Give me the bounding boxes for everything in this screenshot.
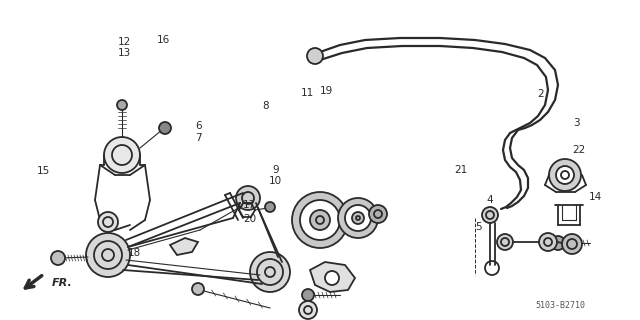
- Polygon shape: [170, 238, 198, 255]
- Text: 10: 10: [269, 176, 282, 186]
- Circle shape: [551, 236, 565, 250]
- Text: 6: 6: [195, 121, 202, 132]
- Circle shape: [265, 202, 275, 212]
- Circle shape: [325, 271, 339, 285]
- Circle shape: [300, 200, 340, 240]
- Circle shape: [497, 234, 513, 250]
- Circle shape: [159, 122, 171, 134]
- Text: 3: 3: [573, 118, 579, 128]
- Circle shape: [345, 205, 371, 231]
- Circle shape: [302, 289, 314, 301]
- Text: 21: 21: [454, 164, 467, 175]
- Text: 19: 19: [320, 86, 333, 96]
- Text: 22: 22: [573, 145, 586, 156]
- Circle shape: [482, 207, 498, 223]
- Text: 14: 14: [589, 192, 602, 202]
- Circle shape: [98, 212, 118, 232]
- Text: 5103-B2710: 5103-B2710: [535, 300, 585, 309]
- Text: 7: 7: [195, 132, 202, 143]
- Circle shape: [549, 159, 581, 191]
- Text: 2: 2: [538, 89, 544, 100]
- Text: FR.: FR.: [52, 278, 73, 288]
- Circle shape: [86, 233, 130, 277]
- Text: 11: 11: [301, 88, 314, 98]
- Circle shape: [104, 137, 140, 173]
- Circle shape: [236, 186, 260, 210]
- Circle shape: [338, 198, 378, 238]
- Text: 15: 15: [37, 166, 50, 176]
- Circle shape: [539, 233, 557, 251]
- Text: 13: 13: [118, 48, 131, 58]
- Circle shape: [192, 283, 204, 295]
- Circle shape: [299, 301, 317, 319]
- Polygon shape: [310, 262, 355, 292]
- Circle shape: [117, 100, 127, 110]
- Text: 20: 20: [243, 214, 256, 224]
- Text: 5: 5: [476, 222, 482, 232]
- Circle shape: [307, 48, 323, 64]
- Text: 17: 17: [243, 200, 256, 210]
- Text: 18: 18: [128, 248, 141, 258]
- Circle shape: [369, 205, 387, 223]
- Circle shape: [250, 252, 290, 292]
- Circle shape: [51, 251, 65, 265]
- Circle shape: [352, 212, 364, 224]
- Circle shape: [292, 192, 348, 248]
- Text: 4: 4: [486, 195, 493, 205]
- Text: 8: 8: [262, 100, 269, 111]
- Text: 16: 16: [157, 35, 170, 45]
- Circle shape: [310, 210, 330, 230]
- Text: 12: 12: [118, 36, 131, 47]
- Text: 9: 9: [272, 164, 278, 175]
- Circle shape: [562, 234, 582, 254]
- Circle shape: [556, 166, 574, 184]
